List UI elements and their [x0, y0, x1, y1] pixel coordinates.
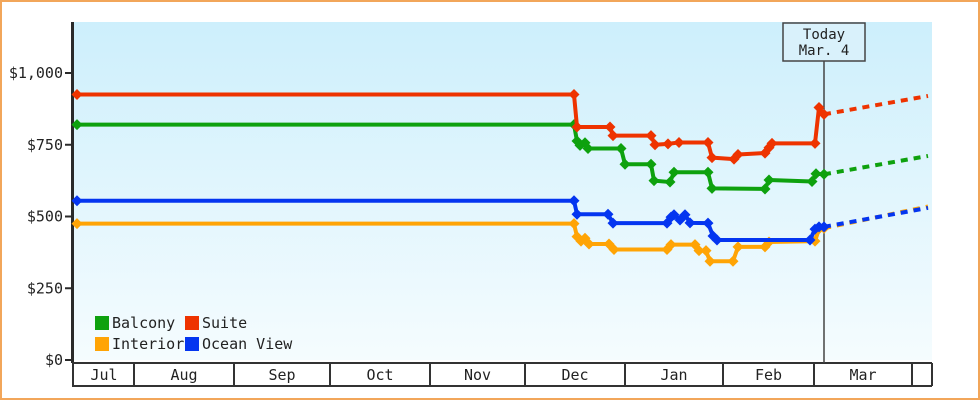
legend-swatch-suite: [185, 316, 199, 330]
suite-price-point[interactable]: [673, 136, 685, 148]
interior-price-point[interactable]: [693, 245, 705, 257]
interior-price-point[interactable]: [700, 245, 712, 257]
balcony-price-point[interactable]: [806, 175, 818, 187]
ocean_view-projection-line: [823, 205, 929, 229]
ocean_view-price-point[interactable]: [571, 208, 583, 220]
balcony-price-point[interactable]: [615, 142, 627, 154]
legend-swatch-interior: [95, 337, 109, 351]
ocean_view-price-point[interactable]: [607, 217, 619, 229]
y-axis-tick-label: $1,000: [9, 64, 63, 82]
legend-item-balcony[interactable]: Balcony: [95, 314, 175, 332]
ocean_view-price-point[interactable]: [804, 234, 816, 246]
balcony-price-point[interactable]: [619, 158, 631, 170]
suite-price-point[interactable]: [645, 130, 657, 142]
ocean_view-price-point[interactable]: [818, 221, 830, 233]
balcony-price-point[interactable]: [702, 166, 714, 178]
legend-label-interior: Interior: [112, 335, 184, 353]
ocean_view-price-point[interactable]: [679, 209, 691, 221]
today-label: Today: [803, 27, 845, 43]
ocean_view-price-point[interactable]: [711, 234, 723, 246]
x-axis-month-label: Aug: [170, 366, 197, 384]
balcony-price-point[interactable]: [706, 182, 718, 194]
suite-price-point[interactable]: [706, 152, 718, 164]
suite-price-point[interactable]: [732, 149, 744, 161]
suite-price-point[interactable]: [607, 130, 619, 142]
suite-price-point[interactable]: [813, 101, 825, 113]
balcony-price-point[interactable]: [645, 158, 657, 170]
interior-price-point[interactable]: [583, 238, 595, 250]
legend-item-ocean_view[interactable]: Ocean View: [185, 335, 293, 353]
legend-swatch-balcony: [95, 316, 109, 330]
legend-label-ocean_view: Ocean View: [202, 335, 293, 353]
y-axis-tick-label: $0: [45, 351, 63, 369]
suite-price-point[interactable]: [818, 108, 830, 120]
balcony-price-point[interactable]: [71, 119, 83, 131]
suite-price-point[interactable]: [568, 89, 580, 101]
balcony-price-point[interactable]: [668, 166, 680, 178]
ocean_view-price-point[interactable]: [602, 208, 614, 220]
legend-label-balcony: Balcony: [112, 314, 175, 332]
balcony-price-point[interactable]: [582, 142, 594, 154]
suite-price-point[interactable]: [604, 121, 616, 133]
balcony-projection-line: [823, 153, 929, 177]
legend-label-suite: Suite: [202, 314, 247, 332]
y-axis-tick-label: $500: [27, 208, 63, 226]
balcony-price-point[interactable]: [759, 183, 771, 195]
y-axis-tick-label: $750: [27, 136, 63, 154]
balcony-price-point[interactable]: [648, 175, 660, 187]
suite-price-point[interactable]: [766, 137, 778, 149]
interior-price-point[interactable]: [608, 244, 620, 256]
interior-price-point[interactable]: [665, 239, 677, 251]
balcony-price-point[interactable]: [818, 168, 830, 180]
today-box: [782, 22, 866, 62]
balcony-price-point[interactable]: [763, 174, 775, 186]
y-axis-tick-label: $250: [27, 279, 63, 297]
interior-price-point[interactable]: [732, 241, 744, 253]
x-axis-month-label: Mar: [849, 366, 876, 384]
ocean_view-price-point[interactable]: [668, 209, 680, 221]
x-axis-month-label: Sep: [268, 366, 295, 384]
ocean_view-price-point[interactable]: [684, 217, 696, 229]
x-axis-month-label: Feb: [755, 366, 782, 384]
ocean_view-price-point[interactable]: [568, 195, 580, 207]
interior-price-point[interactable]: [568, 218, 580, 230]
x-axis-month-label: Dec: [561, 366, 588, 384]
today-date: Mar. 4: [799, 43, 850, 59]
suite-price-point[interactable]: [571, 121, 583, 133]
interior-price-point[interactable]: [727, 255, 739, 267]
x-axis-month-label: Oct: [366, 366, 393, 384]
x-axis-month-label: Jul: [90, 366, 117, 384]
legend-swatch-ocean_view: [185, 337, 199, 351]
x-axis-month-label: Jan: [660, 366, 687, 384]
ocean_view-price-point[interactable]: [702, 217, 714, 229]
balcony-price-point[interactable]: [810, 168, 822, 180]
interior-price-point[interactable]: [71, 218, 83, 230]
x-axis-month-label: Nov: [464, 366, 491, 384]
suite-price-point[interactable]: [702, 136, 714, 148]
suite-price-point[interactable]: [71, 89, 83, 101]
suite-projection-line: [823, 93, 929, 117]
legend-item-suite[interactable]: Suite: [185, 314, 247, 332]
interior-price-point[interactable]: [704, 255, 716, 267]
suite-price-point[interactable]: [662, 138, 674, 150]
ocean_view-price-point[interactable]: [71, 195, 83, 207]
suite-price-point[interactable]: [649, 139, 661, 151]
suite-price-point[interactable]: [809, 137, 821, 149]
legend-item-interior[interactable]: Interior: [95, 335, 184, 353]
plot-area: [74, 22, 932, 360]
balcony-price-point[interactable]: [664, 176, 676, 188]
